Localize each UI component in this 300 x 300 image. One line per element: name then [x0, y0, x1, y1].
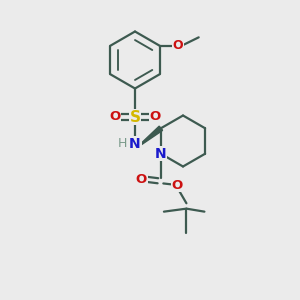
- Text: S: S: [130, 110, 140, 124]
- Text: O: O: [150, 110, 161, 124]
- Text: O: O: [172, 179, 183, 192]
- Text: N: N: [155, 147, 167, 161]
- Text: O: O: [136, 173, 147, 186]
- Text: O: O: [172, 39, 183, 52]
- Text: O: O: [109, 110, 120, 124]
- Text: H: H: [118, 136, 127, 150]
- Text: N: N: [129, 137, 141, 151]
- Polygon shape: [135, 126, 163, 149]
